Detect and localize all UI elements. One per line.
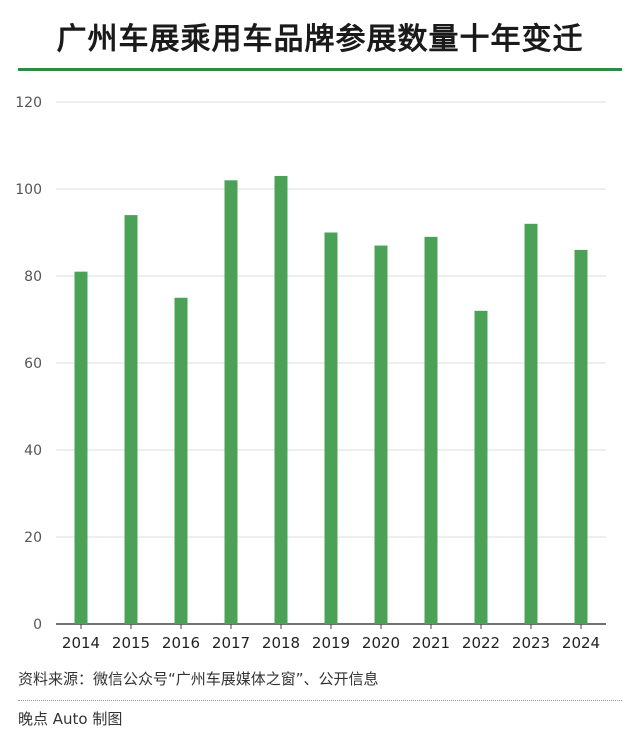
- x-tick-label: 2017: [212, 634, 250, 652]
- source-note: 资料来源：微信公众号“广州车展媒体之窗”、公开信息: [18, 670, 379, 688]
- bar-2018: [274, 175, 288, 624]
- y-tick-label: 0: [33, 617, 42, 633]
- footer-divider: [18, 700, 622, 701]
- x-tick-label: 2016: [162, 634, 200, 652]
- y-tick-label: 120: [15, 95, 42, 111]
- x-tick-label: 2019: [312, 634, 350, 652]
- bar-2017: [224, 180, 238, 625]
- bar-2014: [74, 271, 88, 624]
- y-tick-label: 40: [24, 443, 42, 459]
- x-tick-label: 2021: [412, 634, 450, 652]
- bar-2015: [124, 215, 138, 624]
- y-tick-label: 60: [24, 356, 42, 372]
- bar-2020: [374, 245, 388, 625]
- x-tick-label: 2020: [362, 634, 400, 652]
- chart-title: 广州车展乘用车品牌参展数量十年变迁: [56, 22, 584, 57]
- x-tick-label: 2015: [112, 634, 150, 652]
- x-tick-label: 2022: [462, 634, 500, 652]
- y-tick-label: 20: [24, 530, 42, 546]
- title-divider: [18, 68, 622, 71]
- bar-2016: [174, 297, 188, 624]
- bar-2019: [324, 232, 338, 624]
- credit-note: 晚点 Auto 制图: [18, 710, 123, 728]
- bar-chart: 0 20 40 60 80 100 120 2014 2015 2016 2017 2018 2019 2…: [15, 95, 606, 652]
- bar-2022: [474, 310, 488, 624]
- y-tick-label: 100: [15, 182, 42, 198]
- x-tick-label: 2023: [512, 634, 550, 652]
- x-tick-label: 2014: [62, 634, 100, 652]
- bar-2023: [524, 223, 538, 625]
- bar-2024: [574, 249, 588, 624]
- x-tick-label: 2018: [262, 634, 300, 652]
- y-tick-label: 80: [24, 269, 42, 285]
- x-tick-label: 2024: [562, 634, 600, 652]
- bar-2021: [424, 236, 438, 624]
